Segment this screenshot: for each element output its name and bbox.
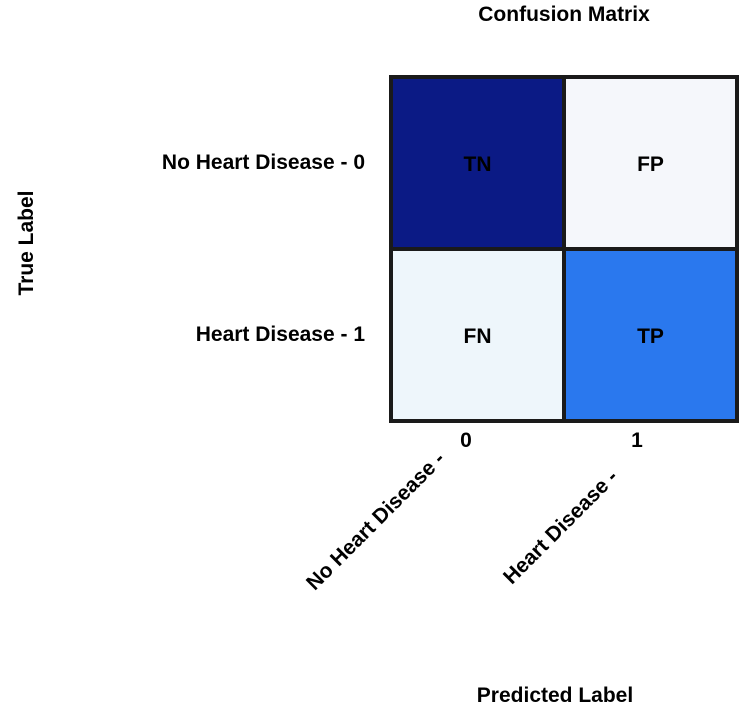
heatmap-cells bbox=[391, 77, 737, 421]
x-axis-label: Predicted Label bbox=[477, 684, 633, 707]
heatmap-cell-tp bbox=[564, 249, 737, 421]
y-axis-label: True Label bbox=[15, 190, 38, 295]
col-tick-label-0: No Heart Disease - bbox=[302, 447, 449, 594]
row-label-0: No Heart Disease - 0 bbox=[162, 151, 365, 174]
col-tick-number-0: 0 bbox=[460, 429, 472, 452]
heatmap-cell-fn bbox=[391, 249, 564, 421]
col-tick-number-1: 1 bbox=[631, 429, 643, 452]
cell-label-fn: FN bbox=[464, 325, 492, 348]
cell-label-fp: FP bbox=[637, 153, 664, 176]
heatmap-grid bbox=[389, 75, 739, 423]
heatmap-cell-tn bbox=[391, 77, 564, 249]
heatmap-cell-fp bbox=[564, 77, 737, 249]
col-tick-label-1: Heart Disease - bbox=[499, 465, 623, 589]
cell-label-tn: TN bbox=[464, 153, 492, 176]
row-label-1: Heart Disease - 1 bbox=[196, 323, 366, 346]
heatmap-cell-labels: TN FP FN TP bbox=[464, 153, 664, 348]
chart-title: Confusion Matrix bbox=[478, 3, 650, 26]
cell-label-tp: TP bbox=[637, 325, 664, 348]
